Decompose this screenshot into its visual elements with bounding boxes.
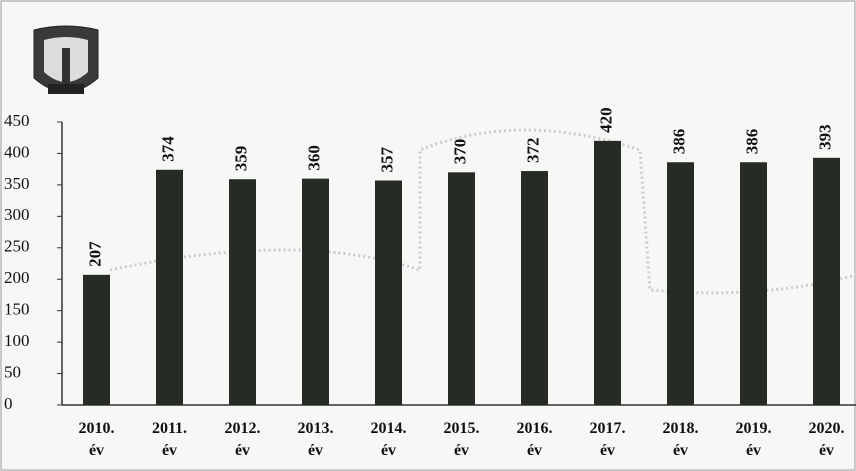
y-tick-label: 350 [4,174,30,193]
x-tick-label: 2014. év [370,420,407,459]
bar [594,140,621,405]
value-label: 372 [523,138,542,164]
bar [83,274,110,405]
bar [302,178,329,405]
value-label: 386 [742,129,761,155]
x-tick-label: 2012. év [224,420,261,459]
y-tick-label: 50 [4,362,21,381]
x-tick-label: 2011. év [151,420,188,459]
y-tick-label: 450 [4,111,30,130]
value-label: 393 [815,124,834,150]
value-label: 370 [450,139,469,165]
value-label: 359 [231,146,250,172]
bar [667,162,694,405]
x-tick-label: 2016. év [516,420,553,459]
x-tick-label: 2015. év [443,420,480,459]
value-label: 360 [304,145,323,171]
bar [740,162,767,405]
x-tick-label: 2019. év [735,420,772,459]
bar [229,179,256,405]
bar [521,171,548,405]
value-label: 357 [377,146,396,172]
value-label: 420 [596,107,615,133]
x-tick-label: 2010. év [78,420,115,459]
y-tick-label: 400 [4,142,30,161]
y-tick-label: 0 [4,394,13,413]
y-tick-label: 100 [4,331,30,350]
x-tick-label: 2020. év [808,420,845,459]
x-tick-label: 2018. év [662,420,699,459]
value-label: 386 [669,129,688,155]
value-label: 207 [85,241,104,267]
bar [448,172,475,405]
value-label: 374 [158,136,177,162]
logo [33,25,99,94]
y-tick-label: 200 [4,268,30,287]
x-tick-label: 2017. év [589,420,626,459]
y-tick-label: 300 [4,205,30,224]
y-tick-label: 250 [4,237,30,256]
bar [813,157,840,405]
x-tick-label: 2013. év [297,420,334,459]
bar [375,180,402,405]
y-tick-label: 150 [4,300,30,319]
bar [156,169,183,405]
